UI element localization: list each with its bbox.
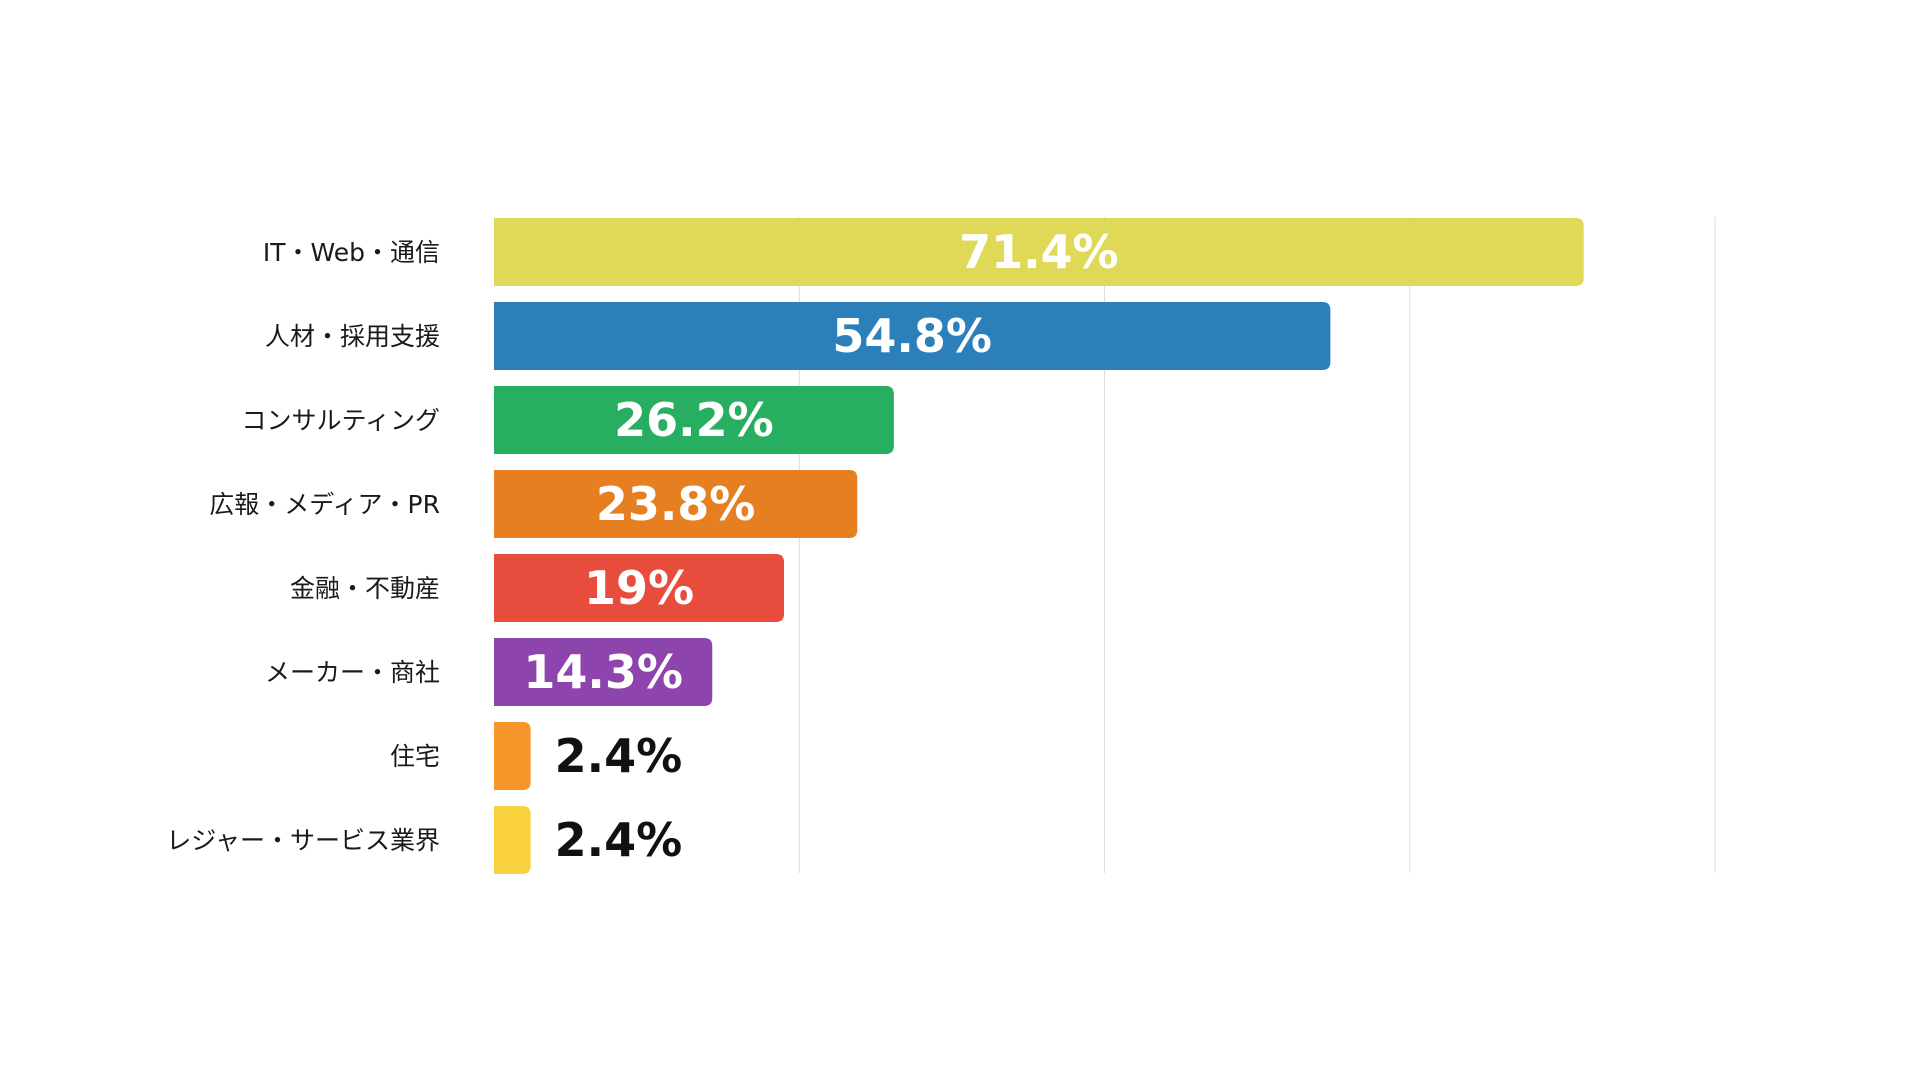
- value-label: 23.8%: [596, 477, 756, 531]
- value-label: 54.8%: [832, 309, 992, 363]
- bar: [494, 218, 1584, 286]
- category-label: 広報・メディア・PR: [209, 490, 440, 519]
- value-label: 14.3%: [523, 645, 683, 699]
- category-label: 金融・不動産: [290, 574, 440, 603]
- category-label: 人材・採用支援: [265, 322, 440, 351]
- value-label: 26.2%: [614, 393, 774, 447]
- bars: [494, 218, 1584, 874]
- bar: [494, 638, 713, 706]
- category-label: メーカー・商社: [265, 658, 440, 687]
- bar: [494, 554, 784, 622]
- category-label: 住宅: [390, 742, 440, 771]
- value-label: 2.4%: [555, 813, 683, 867]
- bar: [494, 386, 894, 454]
- bar: [494, 470, 858, 538]
- bar: [494, 302, 1331, 370]
- value-label: 2.4%: [555, 729, 683, 783]
- value-labels: 71.4% 54.8% 26.2% 23.8% 19% 14.3% 2.4% 2.4%: [523, 225, 1118, 867]
- category-label: IT・Web・通信: [263, 238, 440, 267]
- category-label: レジャー・サービス業界: [166, 826, 440, 855]
- value-label: 19%: [584, 561, 694, 615]
- category-label: コンサルティング: [241, 406, 440, 435]
- bar: [494, 722, 531, 790]
- bar: [494, 806, 531, 874]
- value-label: 71.4%: [959, 225, 1119, 279]
